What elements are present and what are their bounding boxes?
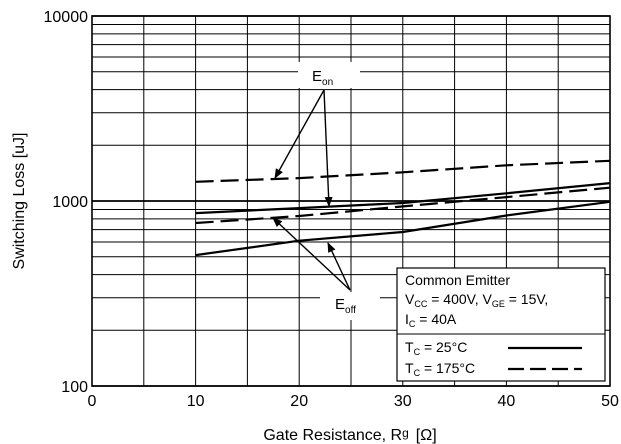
eon-arrow-to-25	[323, 89, 333, 207]
x-tick-label: 30	[394, 393, 412, 410]
y-tick-label: 100	[61, 379, 88, 396]
eoff-arrows	[272, 217, 351, 291]
legend-ic: IC = 40A	[405, 311, 457, 329]
legend-box	[396, 267, 606, 382]
y-axis-title: Switching Loss [uJ]	[11, 133, 28, 270]
legend: Common Emitter VCC = 400V, VGE = 15V, IC…	[396, 267, 606, 382]
tick-labels: 0 10 20 30 40 50 100 1000 10000	[44, 9, 620, 410]
plot-frame	[91, 15, 611, 387]
legend-entry-25c: TC = 25°C	[405, 339, 467, 357]
y-tick-label: 10000	[44, 9, 89, 26]
series-line-1	[195, 182, 611, 215]
eoff-label-bg	[320, 292, 380, 320]
eoff-label: Eoff	[335, 296, 356, 316]
x-tick-label: 0	[88, 393, 97, 410]
x-tick-label: 50	[601, 393, 619, 410]
x-tick-label: 20	[290, 393, 308, 410]
eoff-arrow-to-175	[272, 217, 351, 291]
legend-vcc-vge: VCC = 400V, VGE = 15V,	[405, 291, 548, 309]
eon-label-bg	[298, 62, 360, 88]
eon-arrow-to-175	[274, 89, 325, 179]
legend-title: Common Emitter	[405, 272, 510, 288]
series-line-2	[195, 159, 611, 183]
x-axis-title: Gate Resistance, Rg [Ω]	[263, 426, 436, 444]
series-lines	[195, 159, 611, 257]
series-line-3	[195, 200, 611, 257]
x-tick-label: 40	[498, 393, 516, 410]
y-tick-label: 1000	[52, 194, 88, 211]
eon-arrows	[274, 89, 333, 207]
x-tick-label: 10	[187, 393, 205, 410]
eoff-arrow-to-25	[327, 242, 351, 291]
series-line-4	[195, 186, 611, 225]
eon-label: Eon	[312, 68, 333, 88]
legend-entry-175c: TC = 175°C	[405, 360, 475, 378]
